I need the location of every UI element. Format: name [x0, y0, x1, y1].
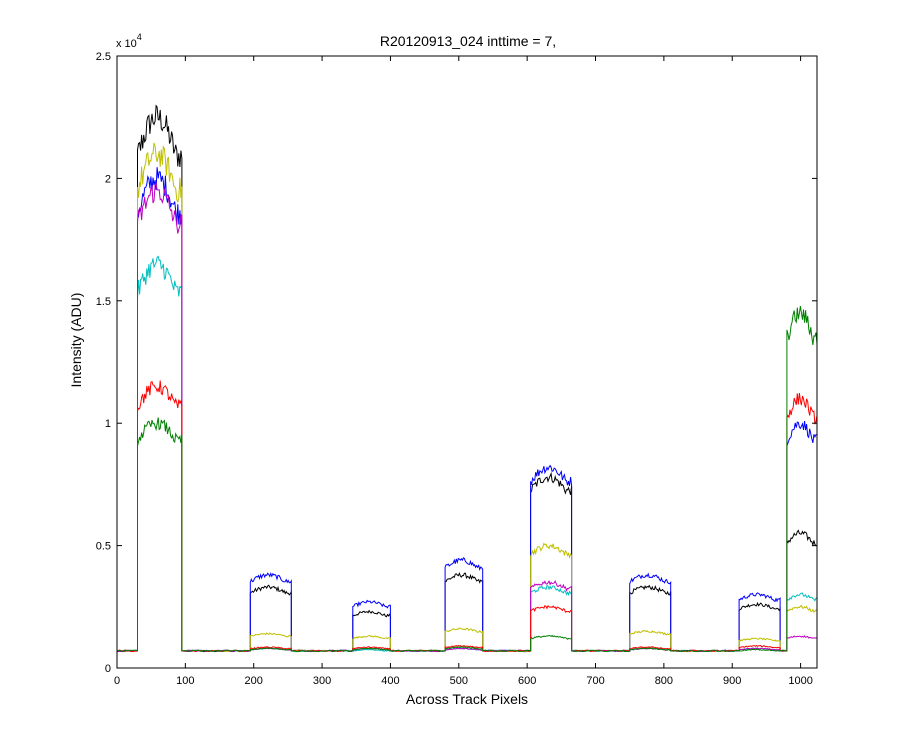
x-tick-label: 600 [518, 675, 536, 687]
x-tick-label: 300 [313, 675, 331, 687]
y-tick-label: 0 [105, 663, 111, 675]
x-tick-label: 900 [723, 675, 741, 687]
y-tick-label: 2.5 [96, 51, 111, 63]
y-tick-label: 1 [105, 418, 111, 430]
y-axis: 0 0.5 1 1.5 2 2.5 [96, 51, 817, 675]
x-tick-label: 800 [655, 675, 673, 687]
x-tick-label: 100 [176, 675, 194, 687]
x-axis-title: Across Track Pixels [406, 691, 528, 707]
x-tick-label: 700 [586, 675, 604, 687]
y-exponent-label: x 104 [116, 32, 142, 50]
chart-title: R20120913_024 inttime = 7, [380, 33, 556, 49]
x-tick-label: 0 [114, 675, 120, 687]
y-tick-label: 2 [105, 173, 111, 185]
y-tick-label: 1.5 [96, 296, 111, 308]
plot-background [117, 56, 817, 668]
series-group [116, 104, 818, 653]
x-tick-label: 1000 [788, 675, 812, 687]
y-tick-label: 0.5 [96, 541, 111, 553]
series-line-7 [116, 306, 818, 653]
plot-area: 0 100 200 300 400 500 600 700 800 900 1000 0 0.5 1 1.… [96, 51, 818, 687]
y-axis-title: Intensity (ADU) [68, 293, 84, 388]
x-tick-label: 500 [450, 675, 468, 687]
x-axis: 0 100 200 300 400 500 600 700 800 900 1000 [114, 56, 813, 687]
x-tick-label: 400 [381, 675, 399, 687]
plot-frame [116, 55, 818, 669]
x-tick-label: 200 [245, 675, 263, 687]
